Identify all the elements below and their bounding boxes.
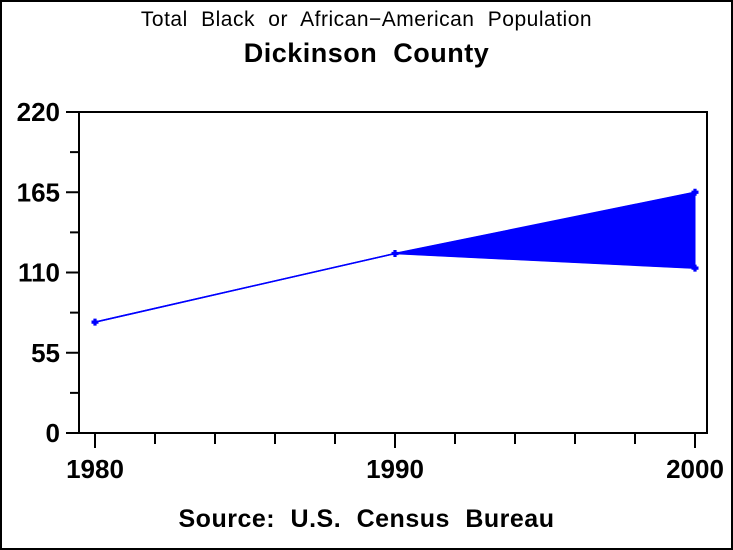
data-point-marker <box>691 264 699 272</box>
x-axis-tick-label: 1980 <box>66 454 124 484</box>
source-note: Source: U.S. Census Bureau <box>178 505 555 533</box>
y-axis-tick-label: 0 <box>46 418 60 448</box>
data-point-marker <box>691 188 699 196</box>
y-axis-tick-label: 110 <box>18 258 60 288</box>
data-point-marker <box>91 318 99 326</box>
y-axis-tick-label: 165 <box>17 177 60 207</box>
y-axis-tick-label: 220 <box>17 97 60 127</box>
plot-frame <box>78 111 708 434</box>
y-axis-tick-label: 55 <box>31 338 60 368</box>
lower-bound-line <box>94 252 696 323</box>
range-band-fill <box>94 191 696 323</box>
data-point-marker <box>391 250 399 258</box>
x-axis-tick-label: 1990 <box>366 454 424 484</box>
chart-subtitle: Dickinson County <box>243 38 490 68</box>
chart-title: Total Black or African−American Populati… <box>140 8 593 31</box>
x-axis-tick-label: 2000 <box>666 454 724 484</box>
